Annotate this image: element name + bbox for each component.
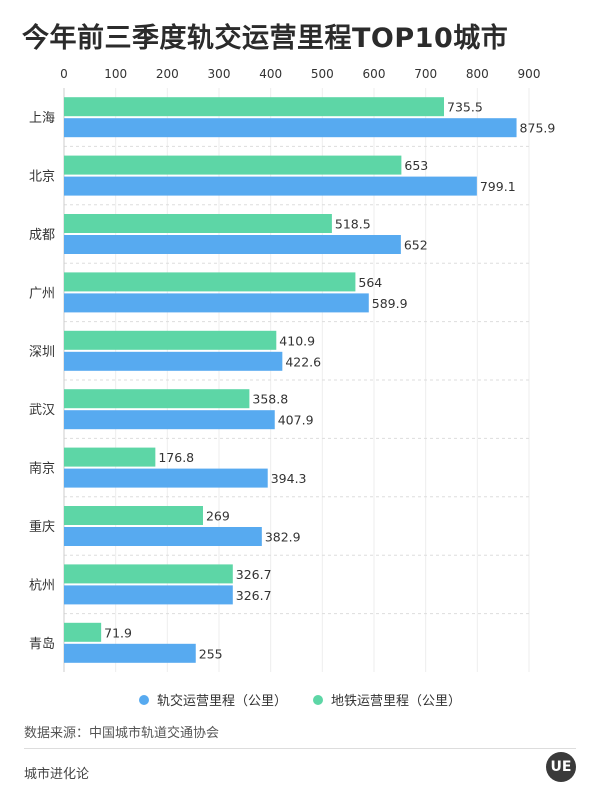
rail-bar-7 <box>64 527 262 546</box>
metro-value-label-9: 71.9 <box>104 625 132 640</box>
metro-bar-3 <box>64 272 356 292</box>
metro-bar-5 <box>64 389 250 409</box>
chart-legend: 轨交运营里程（公里） 地铁运营里程（公里） <box>0 690 600 709</box>
x-tick-label-4: 400 <box>259 67 282 81</box>
footer-divider <box>24 748 576 749</box>
x-tick-label-6: 600 <box>363 67 386 81</box>
legend-label-rail: 轨交运营里程（公里） <box>156 694 287 709</box>
metro-value-label-7: 269 <box>206 509 230 524</box>
rail-bar-8 <box>64 585 233 605</box>
rail-value-label-8: 326.7 <box>236 588 272 603</box>
rail-value-label-3: 589.9 <box>372 296 408 311</box>
metro-value-label-2: 518.5 <box>335 217 371 232</box>
rail-bar-6 <box>64 468 268 488</box>
metro-value-label-0: 735.5 <box>447 100 483 115</box>
metro-value-label-8: 326.7 <box>236 567 272 582</box>
rail-bar-3 <box>64 293 369 313</box>
legend-swatch-rail <box>138 694 149 705</box>
category-label-5: 武汉 <box>29 403 55 418</box>
category-label-1: 北京 <box>29 170 55 185</box>
category-label-2: 成都 <box>29 228 55 243</box>
metro-bar-4 <box>64 330 277 350</box>
x-tick-label-9: 900 <box>518 67 541 81</box>
rail-value-label-9: 255 <box>199 646 223 661</box>
category-label-6: 南京 <box>29 461 55 477</box>
legend-label-metro: 地铁运营里程（公里） <box>331 694 462 709</box>
legend-item-rail[interactable]: 轨交运营里程（公里） <box>138 690 287 709</box>
rail-bar-0 <box>64 118 517 138</box>
x-tick-label-7: 700 <box>414 67 437 81</box>
metro-bar-1 <box>64 155 402 175</box>
metro-value-label-4: 410.9 <box>279 333 315 348</box>
metro-value-label-6: 176.8 <box>158 450 194 465</box>
rail-value-label-1: 799.1 <box>480 179 516 194</box>
metro-bar-9 <box>64 622 102 642</box>
category-label-0: 上海 <box>29 111 55 126</box>
category-label-9: 青岛 <box>29 636 55 652</box>
rail-bar-2 <box>64 235 401 254</box>
metro-value-label-1: 653 <box>404 158 428 173</box>
rail-value-label-7: 382.9 <box>265 530 301 545</box>
data-source-note: 数据来源：中国城市轨道交通协会 <box>24 726 220 741</box>
rail-value-label-5: 407.9 <box>278 413 314 428</box>
metro-value-label-5: 358.8 <box>252 392 288 407</box>
x-tick-label-5: 500 <box>311 67 334 81</box>
metro-bar-8 <box>64 564 233 584</box>
metro-bar-0 <box>64 97 445 117</box>
chart-title: 今年前三季度轨交运营里程TOP10城市 <box>22 23 509 54</box>
rail-bar-1 <box>64 176 477 196</box>
rail-value-label-2: 652 <box>404 238 428 253</box>
metro-bar-6 <box>64 447 156 467</box>
category-label-7: 重庆 <box>29 519 55 535</box>
legend-item-metro[interactable]: 地铁运营里程（公里） <box>313 690 461 709</box>
x-tick-label-0: 0 <box>60 67 68 81</box>
brand-logo-icon: UE <box>546 752 576 782</box>
category-label-3: 广州 <box>29 286 55 301</box>
rail-bar-4 <box>64 351 283 371</box>
rail-bar-9 <box>64 643 196 663</box>
bar-chart: 0 100 200 300 400 500 600 700 800 900 上海 735.5 875.9… <box>29 67 556 672</box>
category-label-4: 深圳 <box>29 345 55 360</box>
rail-value-label-6: 394.3 <box>271 471 307 486</box>
metro-bar-7 <box>64 506 203 525</box>
legend-swatch-metro <box>313 694 323 705</box>
x-tick-label-2: 200 <box>156 67 179 81</box>
x-tick-label-8: 800 <box>466 67 489 81</box>
rail-bar-5 <box>64 410 275 430</box>
x-tick-label-3: 300 <box>208 67 231 81</box>
rail-value-label-4: 422.6 <box>285 354 321 369</box>
metro-value-label-3: 564 <box>358 275 382 290</box>
rail-value-label-0: 875.9 <box>520 121 556 136</box>
x-tick-label-1: 100 <box>104 67 127 81</box>
category-label-8: 杭州 <box>29 578 55 593</box>
metro-bar-2 <box>64 214 332 233</box>
brand-name: 城市进化论 <box>24 767 90 782</box>
